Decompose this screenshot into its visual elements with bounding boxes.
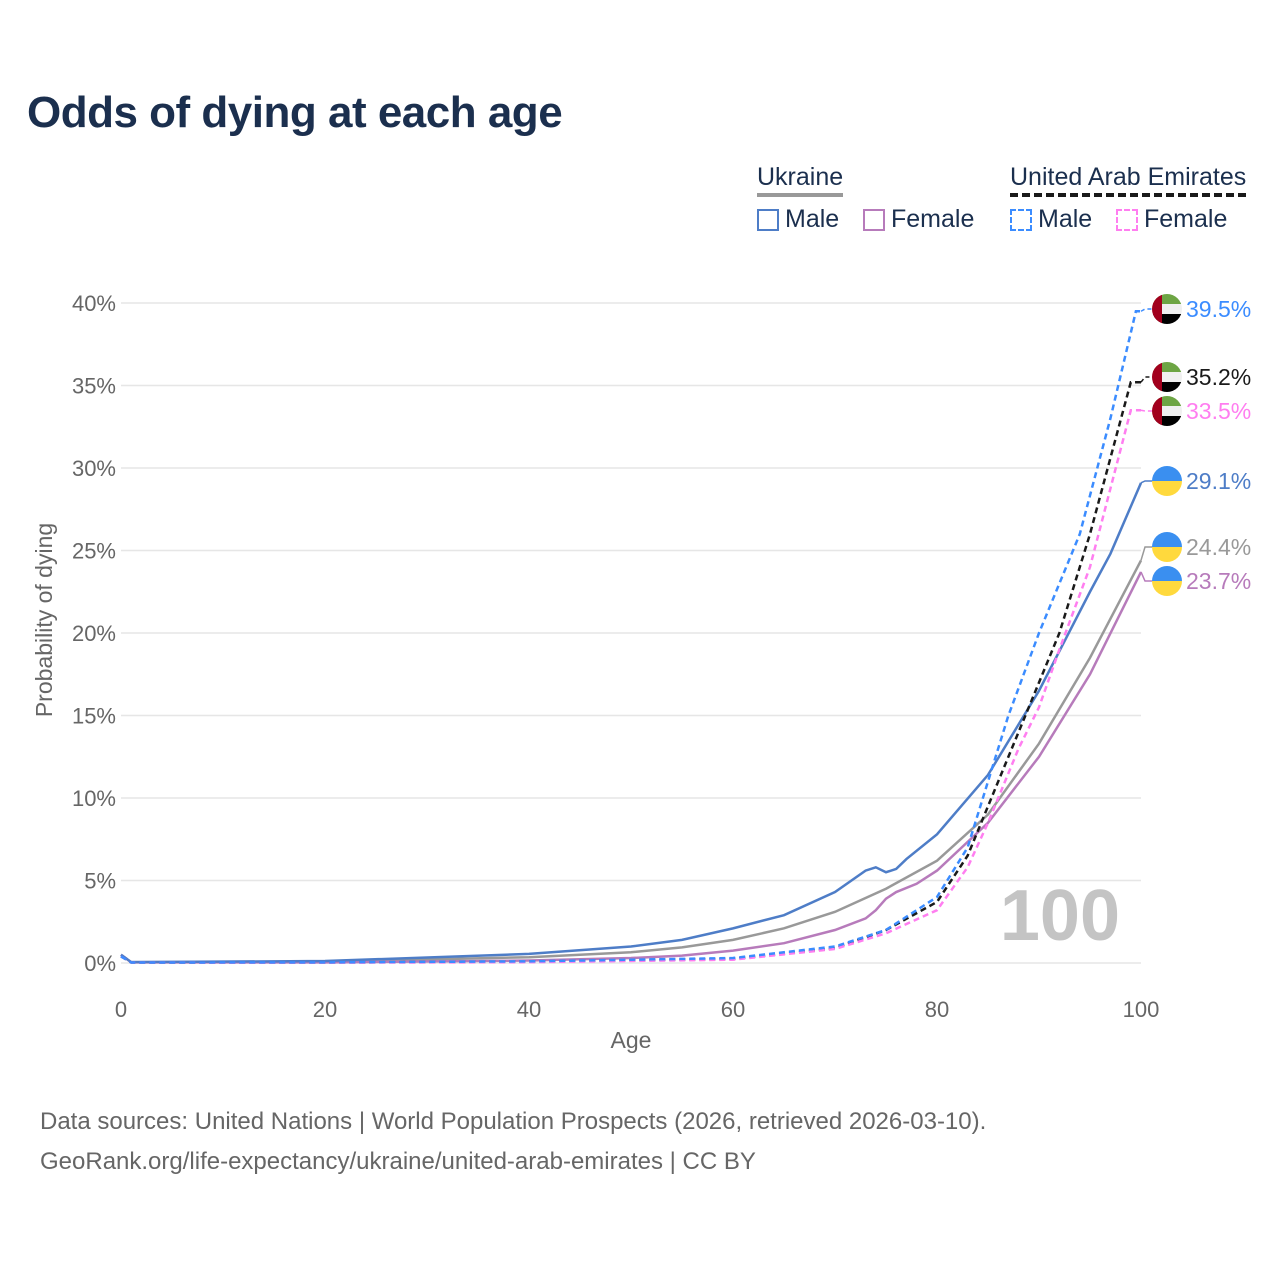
x-tick-label: 20 [313, 997, 337, 1022]
legend-ukraine-female[interactable]: Female [863, 205, 974, 234]
series-line-uae-total [120, 380, 1141, 964]
uae-flag-icon [1152, 396, 1182, 426]
end-value-label: 29.1% [1186, 468, 1251, 494]
leader-line [1140, 480, 1153, 484]
x-tick-label: 60 [721, 997, 745, 1022]
y-tick-label: 0% [84, 951, 116, 976]
legend-label: Female [891, 205, 975, 233]
end-value-label: 39.5% [1186, 296, 1251, 322]
age-marker: 100 [1000, 876, 1120, 956]
leader-line [1140, 308, 1153, 312]
source-line-1: Data sources: United Nations | World Pop… [40, 1108, 987, 1135]
y-tick-label: 30% [72, 456, 116, 481]
ukraine-flag-icon [1152, 566, 1182, 596]
x-tick-label: 80 [925, 997, 949, 1022]
end-value-label: 23.7% [1186, 568, 1251, 594]
uae-flag-icon [1152, 362, 1182, 392]
uae-flag-icon [1152, 294, 1182, 324]
series-line-uae-female [120, 409, 1141, 964]
series-line-ukraine-female [120, 571, 1143, 964]
chart-title: Odds of dying at each age [27, 88, 563, 137]
leader-line [1140, 546, 1153, 561]
legend-group-uae[interactable]: United Arab Emirates [1010, 163, 1247, 197]
legend-label: Male [1038, 205, 1093, 233]
leader-line [1140, 409, 1153, 412]
legend-label: Female [1144, 205, 1228, 233]
legend-swatch [757, 208, 779, 231]
y-axis-label: Probability of dying [31, 523, 57, 717]
series-line-ukraine-male [120, 482, 1143, 964]
legend-swatch [863, 208, 885, 231]
legend-swatch [1010, 208, 1032, 231]
y-tick-label: 10% [72, 786, 116, 811]
source-line-2: GeoRank.org/life-expectancy/ukraine/unit… [40, 1148, 756, 1175]
legend-group-ukraine[interactable]: Ukraine [757, 163, 844, 197]
y-tick-label: 40% [72, 291, 116, 316]
leader-line [1140, 571, 1153, 582]
leader-line [1140, 376, 1153, 383]
ukraine-flag-icon [1152, 532, 1182, 562]
legend-swatch [1116, 208, 1138, 231]
legend-label: Male [785, 205, 840, 233]
y-tick-label: 25% [72, 539, 116, 564]
series-line-ukraine-total [120, 559, 1143, 964]
ukraine-flag-icon [1152, 466, 1182, 496]
y-tick-label: 15% [72, 704, 116, 729]
x-axis-label: Age [611, 1027, 652, 1053]
series-line-uae-male [120, 310, 1141, 964]
y-tick-label: 20% [72, 621, 116, 646]
x-tick-label: 0 [115, 997, 127, 1022]
y-tick-label: 5% [84, 869, 116, 894]
legend-ukraine-male[interactable]: Male [757, 205, 839, 234]
end-value-label: 35.2% [1186, 364, 1251, 390]
legend-uae-female[interactable]: Female [1116, 205, 1227, 234]
end-value-label: 24.4% [1186, 534, 1251, 560]
end-value-label: 33.5% [1186, 398, 1251, 424]
x-tick-label: 100 [1123, 997, 1160, 1022]
legend-uae-male[interactable]: Male [1010, 205, 1092, 234]
y-tick-label: 35% [72, 374, 116, 399]
x-tick-label: 40 [517, 997, 541, 1022]
